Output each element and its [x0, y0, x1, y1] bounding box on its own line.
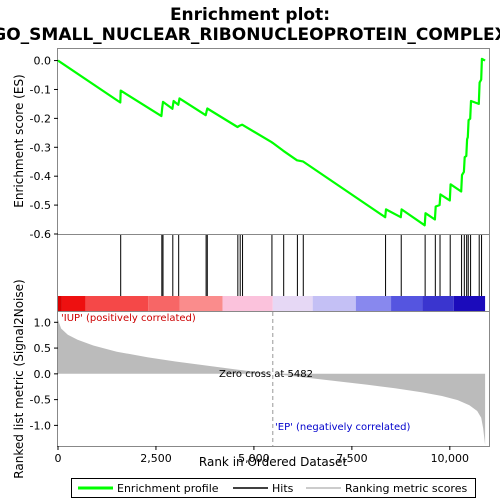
es-y-tick-label: -0.4 [30, 170, 51, 183]
es-y-tick-label: -0.1 [30, 83, 51, 96]
x-tick-label: 7,500 [336, 452, 368, 465]
colorbar-segment [422, 296, 454, 311]
colorbar-segment [355, 296, 392, 311]
ranked-y-axis-label: Ranked list metric (Signal2Noise) [12, 279, 26, 478]
ranking-metric-area [58, 319, 486, 445]
positive-correlation-label: 'IUP' (positively correlated) [61, 313, 196, 324]
chart-title-line2: GO_SMALL_NUCLEAR_RIBONUCLEOPROTEIN_COMPL… [0, 25, 500, 45]
colorbar-segment [58, 296, 62, 311]
colorbar-segment [85, 296, 149, 311]
colorbar-segment [61, 296, 86, 311]
x-tick-label: 2,500 [140, 452, 172, 465]
colorbar-segment [453, 296, 486, 311]
chart-title-line1: Enrichment plot: [170, 5, 330, 25]
es-y-tick-label: -0.3 [30, 141, 51, 154]
legend-ranking-label: Ranking metric scores [345, 482, 467, 495]
colorbar-segment [222, 296, 273, 311]
ranked-y-tick-label: 0.0 [34, 368, 52, 381]
x-tick-label: 0 [55, 452, 62, 465]
enrichment-profile-line [57, 57, 486, 227]
es-y-tick-label: -0.6 [30, 228, 51, 241]
es-y-tick-label: -0.5 [30, 199, 51, 212]
colorbar-segment [179, 296, 223, 311]
es-panel-frame [57, 48, 490, 235]
colorbar-segment [312, 296, 356, 311]
legend-hits-label: Hits [272, 482, 294, 495]
negative-correlation-label: 'EP' (negatively correlated) [275, 422, 410, 433]
ranked-y-tick-label: 0.5 [34, 342, 52, 355]
colorbar-segment [148, 296, 180, 311]
x-tick-label: 10,000 [431, 452, 470, 465]
es-y-tick-label: -0.2 [30, 112, 51, 125]
ranked-y-tick-label: -1.0 [30, 419, 51, 432]
colorbar-segment [272, 296, 313, 311]
es-y-tick-label: 0.0 [34, 55, 52, 68]
x-axis-label: Rank in Ordered Dataset [199, 455, 347, 469]
es-y-axis-label: Enrichment score (ES) [12, 74, 26, 207]
x-tick-label: 5,000 [238, 452, 270, 465]
zero-cross-label: Zero cross at 5482 [219, 369, 313, 380]
ranked-y-tick-label: 1.0 [34, 316, 52, 329]
legend-box [71, 478, 476, 498]
colorbar-segment [391, 296, 423, 311]
legend-enrichment-label: Enrichment profile [117, 482, 219, 495]
ranked-y-tick-label: -0.5 [30, 394, 51, 407]
